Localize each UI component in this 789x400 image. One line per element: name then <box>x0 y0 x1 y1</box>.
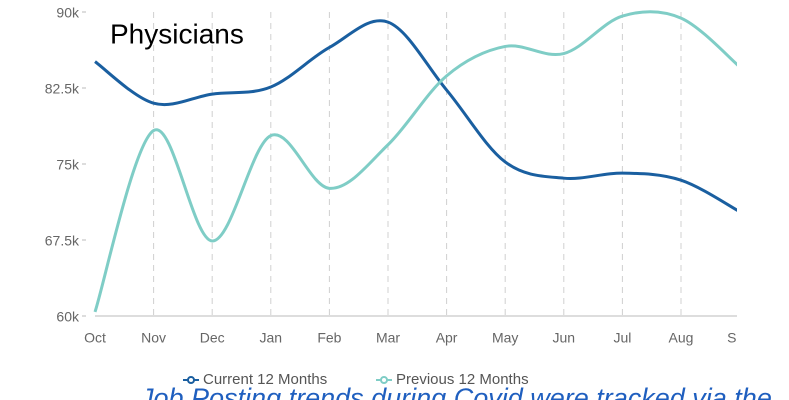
legend-label: Current 12 Months <box>203 371 327 388</box>
y-tick-label: 67.5k <box>45 233 80 249</box>
y-tick-label: 82.5k <box>45 81 80 97</box>
legend-label: Previous 12 Months <box>396 371 529 388</box>
legend-item: Previous 12 Months <box>376 371 529 388</box>
x-tick-label: Oct <box>84 330 106 346</box>
x-tick-label: Jan <box>260 330 283 346</box>
x-tick-label: Sep <box>727 330 752 346</box>
chart-title: Physicians <box>110 18 244 49</box>
y-tick-label: 60k <box>56 309 80 325</box>
x-tick-label: Dec <box>200 330 225 346</box>
line <box>94 19 737 212</box>
x-tick-label: Jul <box>613 330 631 346</box>
legend-item: Current 12 Months <box>183 371 327 388</box>
plot: Oct Nov Dec Jan Feb Mar Apr May Jun Jul Aug Sep <box>84 10 752 346</box>
line <box>93 10 737 313</box>
caption: Job Posting trends during Covid were tra… <box>139 383 772 400</box>
x-tick-label: Jun <box>553 330 576 346</box>
x-tick-label: Nov <box>141 330 166 346</box>
y-tick-label: 75k <box>56 157 80 173</box>
x-tick-label: Apr <box>436 330 458 346</box>
x-tick-label: Feb <box>317 330 341 346</box>
x-tick-label: Aug <box>669 330 694 346</box>
y-tick-label: 90k <box>56 5 80 21</box>
legend-swatch <box>187 376 195 384</box>
x-tick-label: Mar <box>376 330 400 346</box>
x-tick-label: May <box>492 330 518 346</box>
legend-swatch <box>380 376 388 384</box>
